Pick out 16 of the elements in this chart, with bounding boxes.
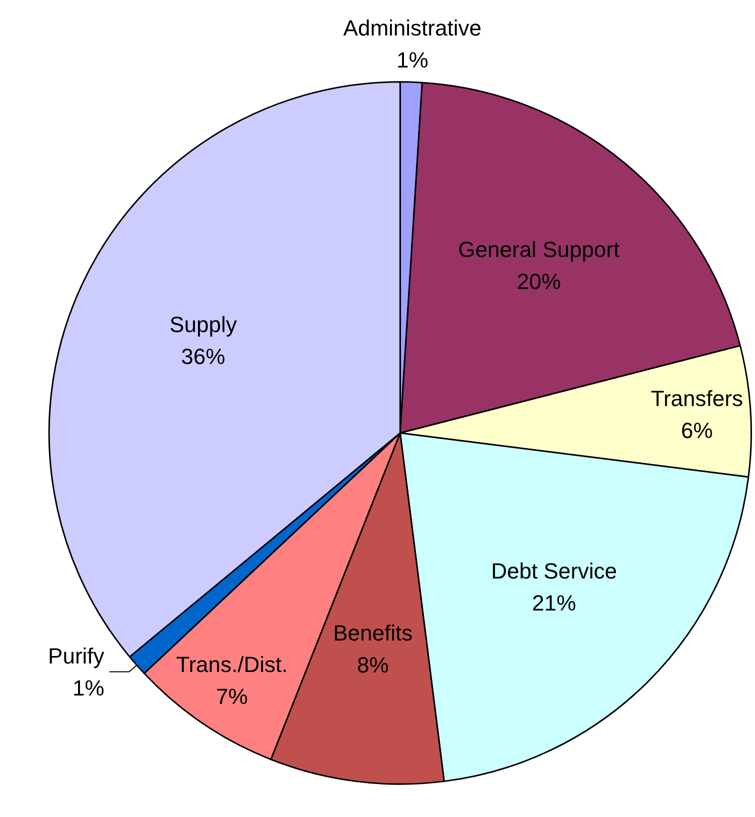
slice-label: General Support <box>458 236 620 262</box>
slice-label: Debt Service <box>491 558 618 584</box>
data-label: 8% <box>356 652 389 678</box>
data-label: 7% <box>216 684 248 710</box>
slice-label: Trans./Dist. <box>176 652 288 678</box>
slice-label: Purify <box>48 643 104 668</box>
data-label: 21% <box>532 590 576 616</box>
slice-label: Administrative <box>343 16 482 41</box>
data-label: 36% <box>181 344 226 369</box>
data-label: 1% <box>72 675 104 700</box>
slice-label: Supply <box>170 312 237 337</box>
slice-label: Transfers <box>650 386 743 411</box>
data-label: 20% <box>516 268 561 294</box>
data-label: 1% <box>396 48 428 73</box>
data-label: 6% <box>681 418 713 443</box>
slice-label: Benefits <box>333 620 413 646</box>
